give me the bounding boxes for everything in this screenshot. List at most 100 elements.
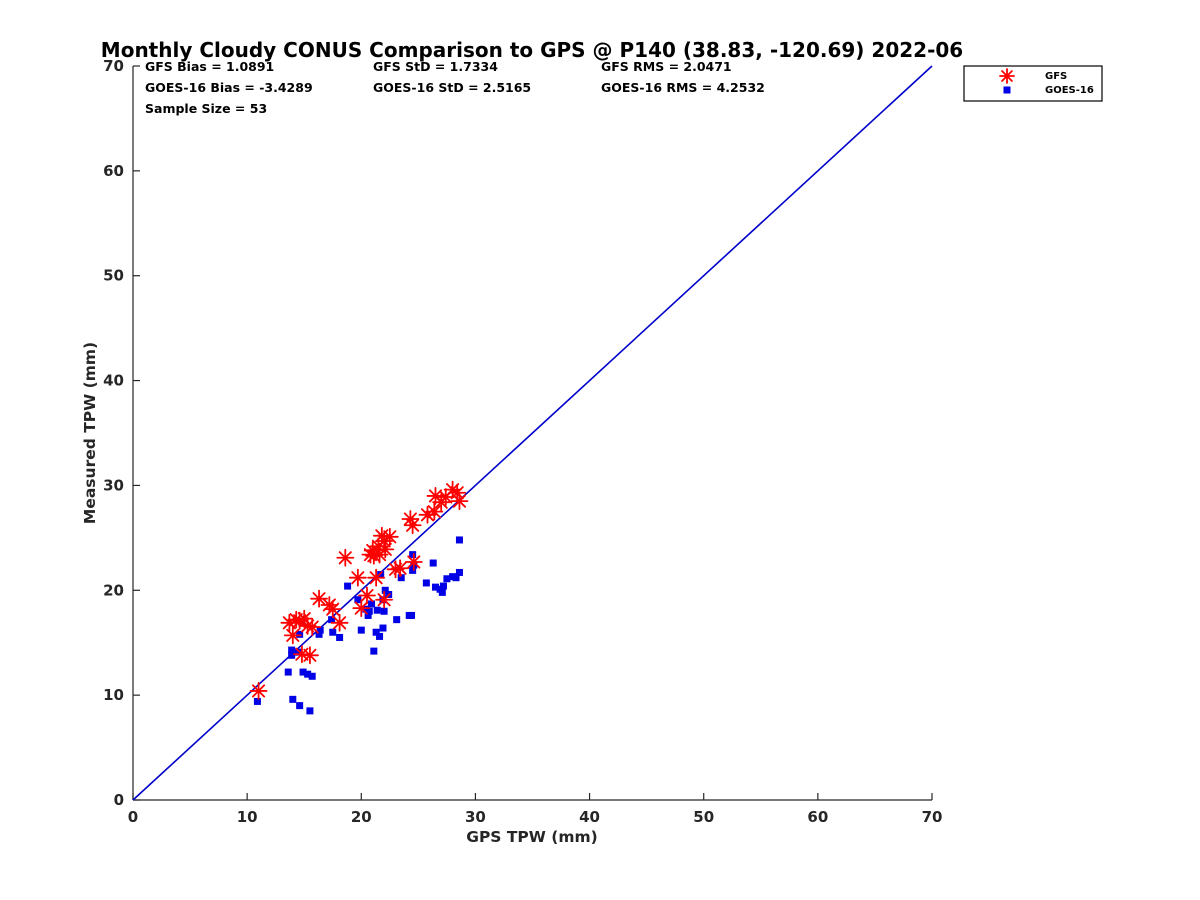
goes-16-point [452,574,460,582]
goes-16-point [397,574,405,582]
goes-16-point [381,586,389,594]
gfs-point [425,502,444,521]
stat-goes-rms: GOES-16 RMS = 4.2532 [601,80,765,95]
goes-16-point [370,647,378,655]
legend-goes-label: GOES-16 [1045,85,1094,96]
goes-16-point [364,611,372,619]
goes-16-point [409,551,417,559]
x-tick-label: 70 [922,808,943,826]
legend-goes-square [1003,86,1011,94]
goes-16-point [455,568,463,576]
stat-gfs-std: GFS StD = 1.7334 [373,59,498,74]
stat-goes-bias: GOES-16 Bias = -3.4289 [145,80,313,95]
x-tick-label: 10 [237,808,258,826]
gfs-point [323,600,342,619]
goes-16-point [296,702,304,710]
stat-sample-size: Sample Size = 53 [145,101,267,116]
goes-16-point [288,651,296,659]
gfs-point [293,645,311,664]
stat-gfs-rms: GFS RMS = 2.0471 [601,59,732,74]
goes-16-point [379,624,387,632]
gfs-point [404,553,423,571]
y-tick-label: 30 [103,476,124,494]
goes-16-point [455,536,463,544]
x-tick-label: 50 [693,808,714,826]
goes-16-point [284,668,292,676]
gfs-point [450,492,469,511]
y-tick-label: 20 [103,581,124,599]
x-tick-label: 40 [579,808,600,826]
chart-title: Monthly Cloudy CONUS Comparison to GPS @… [101,38,963,62]
gfs-point [380,527,399,546]
y-axis-label: Measured TPW (mm) [81,342,99,524]
gfs-point [310,589,328,608]
legend-gfs-marker [999,68,1015,84]
gfs-point [352,599,371,618]
axes: 0 10 20 30 40 50 60 70 0 10 20 30 40 50 60 70 [103,57,942,826]
legend-goes-marker [1003,86,1011,94]
stat-gfs-bias: GFS Bias = 1.0891 [145,59,274,74]
gfs-point [348,568,367,587]
goes-16-series [253,536,463,715]
y-tick-label: 10 [103,686,124,704]
gfs-point [391,559,409,578]
goes-16-point [253,697,261,705]
gfs-point [403,516,422,535]
gfs-point [443,480,462,499]
one-to-one-line [132,65,933,801]
gfs-point [330,613,349,632]
goes-16-point [372,628,380,636]
y-tick-label: 0 [114,791,124,809]
x-ticks: 0 10 20 30 40 50 60 70 [128,793,943,826]
goes-16-point [316,626,324,634]
goes-16-point [328,616,336,624]
gfs-point [301,646,319,665]
goes-16-point [377,571,385,579]
y-tick-label: 40 [103,372,124,390]
y-tick-label: 60 [103,162,124,180]
goes-16-point [357,626,365,634]
goes-16-point [422,579,430,587]
gfs-point [358,586,376,605]
x-tick-label: 30 [465,808,486,826]
gfs-point [283,626,302,645]
gfs-point [367,568,386,587]
y-tick-label: 50 [103,267,124,285]
goes-16-point [306,707,314,715]
goes-16-point [288,646,296,654]
stat-goes-std: GOES-16 StD = 2.5165 [373,80,531,95]
goes-16-point [304,670,312,678]
goes-16-point [344,582,352,590]
goes-16-point [336,633,344,641]
goes-16-point [409,566,417,574]
y-ticks: 0 10 20 30 40 50 60 70 [103,57,140,809]
x-axis-label: GPS TPW (mm) [466,828,598,846]
goes-16-point [373,606,381,614]
goes-16-point [296,630,304,638]
x-tick-label: 20 [351,808,372,826]
goes-16-point [393,616,401,624]
gfs-point [375,590,394,609]
goes-16-point [329,628,337,636]
goes-16-point [368,600,376,608]
goes-16-point [429,559,437,567]
legend-gfs-asterisk [999,68,1015,84]
gfs-series [249,480,469,700]
gfs-point [376,540,395,559]
x-tick-label: 60 [807,808,828,826]
goes-16-point [354,596,362,604]
goes-16-point [443,575,451,583]
goes-16-point [365,607,373,615]
gfs-point [249,682,268,700]
goes-16-point [299,668,307,676]
goes-16-point [439,582,447,590]
legend-box [963,65,1103,102]
gfs-point [418,505,437,524]
goes-16-point [289,695,297,703]
legend: GFS GOES-16 [963,65,1103,102]
x-tick-label: 0 [128,808,138,826]
goes-16-point [438,588,446,596]
goes-16-point [295,648,303,656]
legend-gfs-label: GFS [1045,71,1067,82]
